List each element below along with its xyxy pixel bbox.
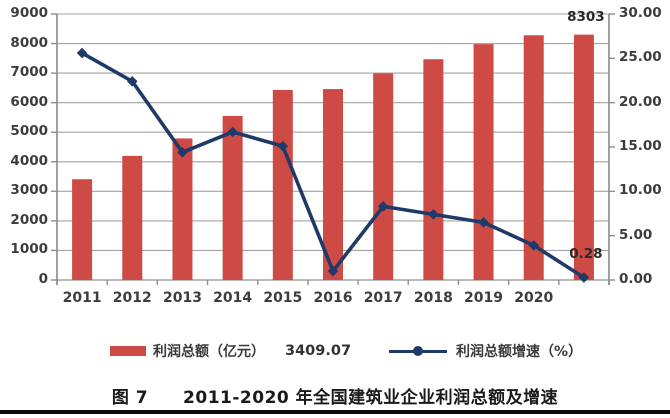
x-axis-label-2018: 2018 (413, 290, 453, 306)
x-axis-label-2016: 2016 (313, 290, 353, 306)
y-axis-left-tick-label: 6000 (10, 93, 48, 110)
line-point-2012 (126, 76, 138, 87)
legend-line-label: 利润总额增速（%） (456, 344, 583, 360)
line-point-2015 (277, 140, 289, 152)
x-axis-label-2012: 2012 (112, 290, 152, 306)
y-axis-right-tick-label: 15.00 (619, 138, 662, 154)
bar-2018 (423, 59, 444, 280)
y-axis-left-tick-label: 3000 (10, 182, 48, 199)
y-axis-left-tick-label: 2000 (10, 211, 48, 228)
bar-2016 (323, 89, 343, 281)
line-value-annotation: 0.28 (569, 245, 603, 262)
x-axis-label-2015: 2015 (263, 290, 303, 306)
bottom-divider (0, 410, 670, 414)
bar-2011 (72, 179, 93, 280)
bar-2014 (222, 115, 243, 280)
y-axis-left-tick-label: 7000 (10, 64, 48, 81)
bar-2017 (373, 73, 394, 280)
bar-2013 (172, 138, 193, 280)
line-point-2020 (528, 240, 540, 251)
y-axis-right-tick-label: 10.00 (619, 182, 662, 199)
legend-line-marker (389, 345, 448, 357)
x-axis-label-2017: 2017 (363, 290, 403, 306)
y-axis-left-tick-label: 5000 (10, 123, 48, 140)
x-axis-label-2019: 2019 (464, 290, 504, 306)
y-axis-right-tick-label: 25.00 (619, 49, 662, 66)
y-axis-right-tick-label: 30.00 (619, 5, 662, 21)
bar-value-annotation: 8303 (567, 8, 605, 25)
x-axis-label-2011: 2011 (62, 290, 102, 306)
line-point-2011 (76, 47, 88, 59)
y-axis-right-tick-label: 20.00 (619, 93, 662, 110)
legend-bar-label: 利润总额（亿元） (153, 344, 265, 360)
legend-line-dot-icon (413, 346, 424, 356)
figure-caption: 图 7 2011-2020 年全国建筑业企业利润总额及增速 (111, 388, 559, 408)
y-axis-left-tick-label: 0 (38, 271, 48, 287)
y-axis-right-tick-label: 0.00 (619, 271, 653, 287)
line-point-2013 (177, 147, 188, 158)
line-point-2019 (478, 217, 489, 228)
line-point-2017 (377, 201, 389, 212)
y-axis-left-tick-label: 9000 (10, 5, 48, 21)
legend: 利润总额（亿元） 3409.07 利润总额增速（%） (110, 340, 582, 362)
bar-2020 (523, 35, 544, 280)
x-axis-label-2013: 2013 (162, 290, 202, 306)
y-axis-left-tick-label: 1000 (10, 241, 48, 258)
legend-bar-value: 3409.07 (285, 343, 352, 359)
line-point-2018 (428, 209, 439, 220)
legend-bar-swatch (110, 346, 146, 356)
bar-2012 (122, 155, 143, 280)
bar-2015 (272, 89, 293, 280)
y-axis-right-tick-label: 5.00 (619, 226, 653, 243)
y-axis-left-tick-label: 4000 (10, 152, 48, 169)
line-point-2016 (327, 265, 339, 277)
y-axis-left-tick-label: 8000 (10, 34, 48, 51)
line-point-2014 (227, 126, 238, 138)
bar-2019 (473, 44, 494, 280)
bar-col-11 (573, 34, 594, 281)
x-axis-label-2020: 2020 (514, 290, 554, 306)
x-axis-label-2014: 2014 (213, 290, 253, 306)
line-point-pt-11 (578, 272, 590, 283)
